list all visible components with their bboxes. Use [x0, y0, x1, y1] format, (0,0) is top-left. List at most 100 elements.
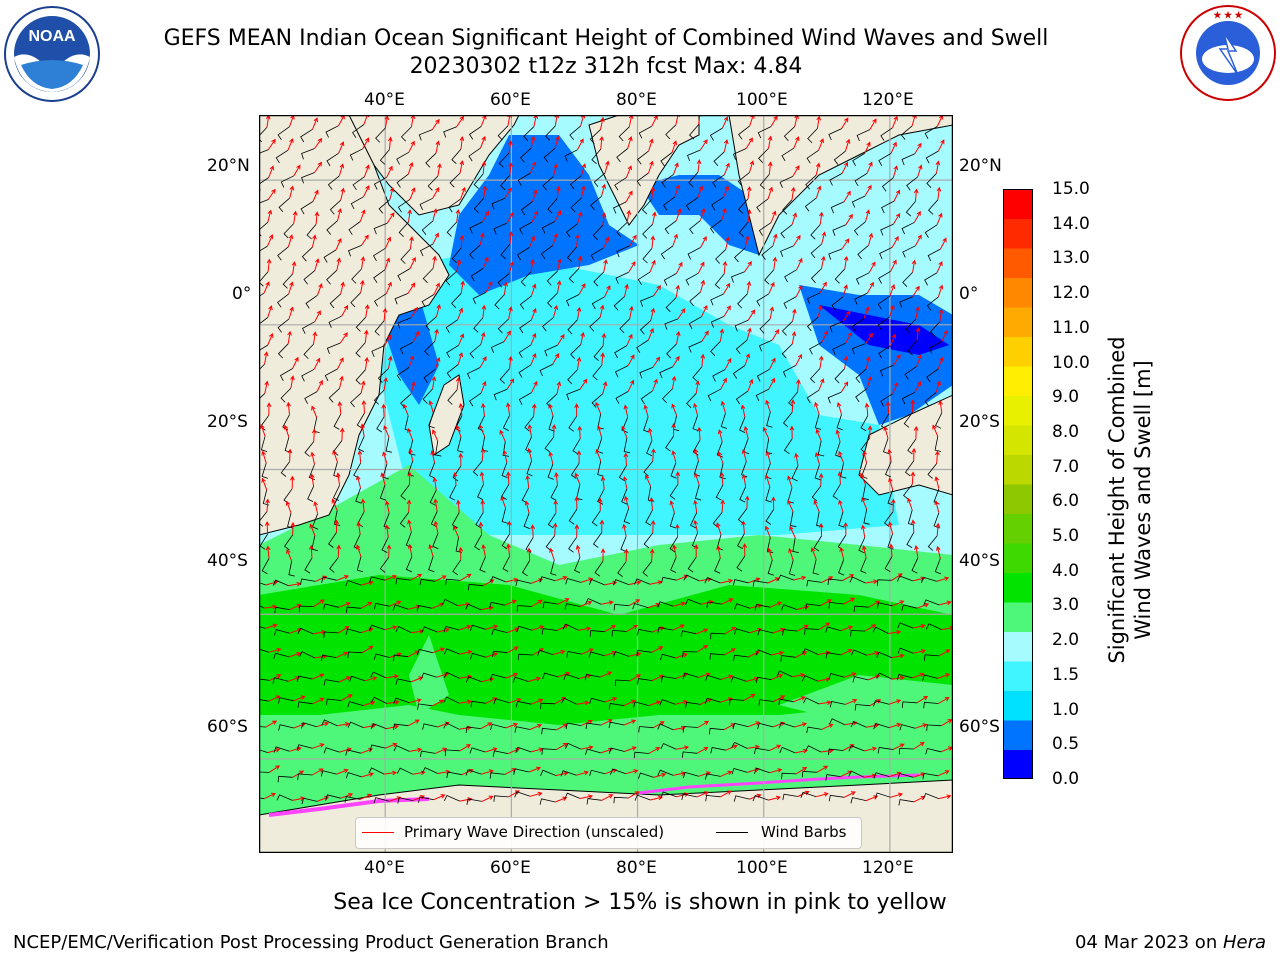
wind-barb	[714, 273, 725, 289]
wave-direction-arrow	[915, 327, 921, 341]
wind-barb	[493, 222, 507, 235]
wave-direction-arrow	[283, 424, 290, 438]
wave-direction-arrow	[480, 447, 486, 462]
wave-direction-arrow	[508, 306, 513, 320]
wave-direction-arrow	[479, 471, 485, 485]
wave-direction-arrow	[577, 211, 583, 224]
wave-direction-arrow	[595, 401, 602, 414]
wind-barb	[421, 672, 437, 679]
wave-direction-arrow	[263, 792, 276, 800]
wind-barb	[620, 536, 627, 553]
wind-barb	[490, 673, 506, 681]
wave-direction-arrow	[485, 624, 499, 630]
wave-direction-arrow	[312, 673, 325, 680]
wind-barb	[392, 654, 409, 662]
wind-barb	[782, 199, 793, 215]
wind-barb	[881, 200, 895, 214]
wind-barb	[591, 393, 604, 408]
wave-direction-arrow	[843, 255, 849, 269]
wave-direction-arrow	[622, 523, 627, 537]
wind-barb	[347, 701, 364, 708]
wave-direction-arrow	[647, 427, 653, 441]
wave-direction-arrow	[508, 231, 514, 245]
wind-barb	[704, 697, 721, 705]
wind-barb	[905, 201, 916, 217]
wave-direction-arrow	[795, 748, 808, 754]
wind-barb	[924, 272, 938, 286]
wave-direction-arrow	[793, 575, 807, 581]
wind-barb	[680, 630, 697, 637]
wind-barb	[345, 772, 362, 779]
wave-direction-arrow	[934, 450, 940, 464]
wind-barb	[688, 341, 702, 353]
wave-direction-arrow	[601, 332, 607, 346]
wave-direction-arrow	[626, 624, 638, 632]
wind-barb	[659, 366, 673, 379]
wave-direction-arrow	[506, 543, 511, 557]
wave-direction-arrow	[795, 767, 808, 775]
wind-barb	[569, 125, 581, 141]
wave-direction-arrow	[459, 160, 465, 174]
wind-barb	[897, 773, 914, 780]
wave-direction-arrow	[408, 698, 422, 704]
footer-host: Hera	[1222, 932, 1266, 953]
wave-direction-arrow	[267, 138, 276, 150]
wind-barb	[347, 245, 362, 257]
wind-barb	[326, 269, 338, 285]
legend-swatch-wave-direction	[362, 832, 394, 833]
wave-direction-arrow	[845, 213, 853, 226]
wave-direction-arrow	[383, 377, 388, 391]
wave-direction-arrow	[460, 280, 465, 294]
wind-barb	[848, 745, 865, 752]
wind-barb	[284, 534, 294, 551]
colorbar-cell	[1003, 336, 1033, 367]
wave-height-map[interactable]	[259, 115, 953, 853]
wave-direction-arrow	[428, 400, 434, 413]
wave-direction-arrow	[771, 650, 785, 656]
wind-barb	[734, 247, 746, 263]
wind-barb	[613, 579, 629, 586]
wind-barb	[541, 727, 557, 735]
wind-barb	[304, 441, 315, 457]
wind-barb	[590, 247, 604, 261]
wind-barb	[641, 198, 653, 215]
wave-direction-arrow	[314, 258, 320, 271]
wave-direction-arrow	[864, 141, 871, 154]
colorbar	[1003, 189, 1033, 779]
wave-direction-arrow	[863, 773, 877, 779]
wave-direction-arrow	[626, 209, 632, 223]
wind-barb	[498, 152, 510, 168]
wind-barb	[694, 484, 702, 501]
wind-barb	[259, 317, 268, 332]
wave-direction-arrow	[312, 331, 318, 345]
wind-barb	[259, 699, 269, 702]
wave-direction-arrow	[435, 140, 441, 154]
wave-direction-arrow	[888, 543, 894, 557]
wind-barb	[421, 626, 438, 633]
wave-direction-arrow	[625, 190, 633, 203]
wind-barb	[548, 415, 555, 432]
footer-credit: NCEP/EMC/Verification Post Processing Pr…	[13, 932, 609, 953]
wind-barb	[764, 269, 775, 285]
wind-barb	[441, 598, 458, 606]
wind-barb	[805, 745, 822, 753]
wave-direction-arrow	[841, 238, 850, 250]
wind-barb	[882, 438, 890, 455]
wind-barb	[428, 412, 435, 429]
wave-direction-arrow	[312, 697, 325, 705]
wave-direction-arrow	[407, 427, 414, 441]
wind-barb	[813, 535, 822, 552]
wind-barb	[923, 599, 940, 606]
wind-barb	[850, 649, 867, 656]
chart-subtitle-forecast: 20230302 t12z 312h fcst Max: 4.84	[409, 54, 803, 79]
wave-direction-arrow	[600, 476, 606, 490]
wind-barb	[517, 653, 533, 661]
wind-barb	[517, 172, 531, 186]
wind-barb	[757, 126, 772, 139]
wave-direction-arrow	[675, 208, 682, 221]
wave-direction-arrow	[648, 160, 654, 174]
wind-barb	[639, 367, 654, 379]
wave-direction-arrow	[410, 574, 423, 581]
wave-direction-arrow	[940, 237, 947, 250]
wind-barb	[320, 770, 337, 777]
